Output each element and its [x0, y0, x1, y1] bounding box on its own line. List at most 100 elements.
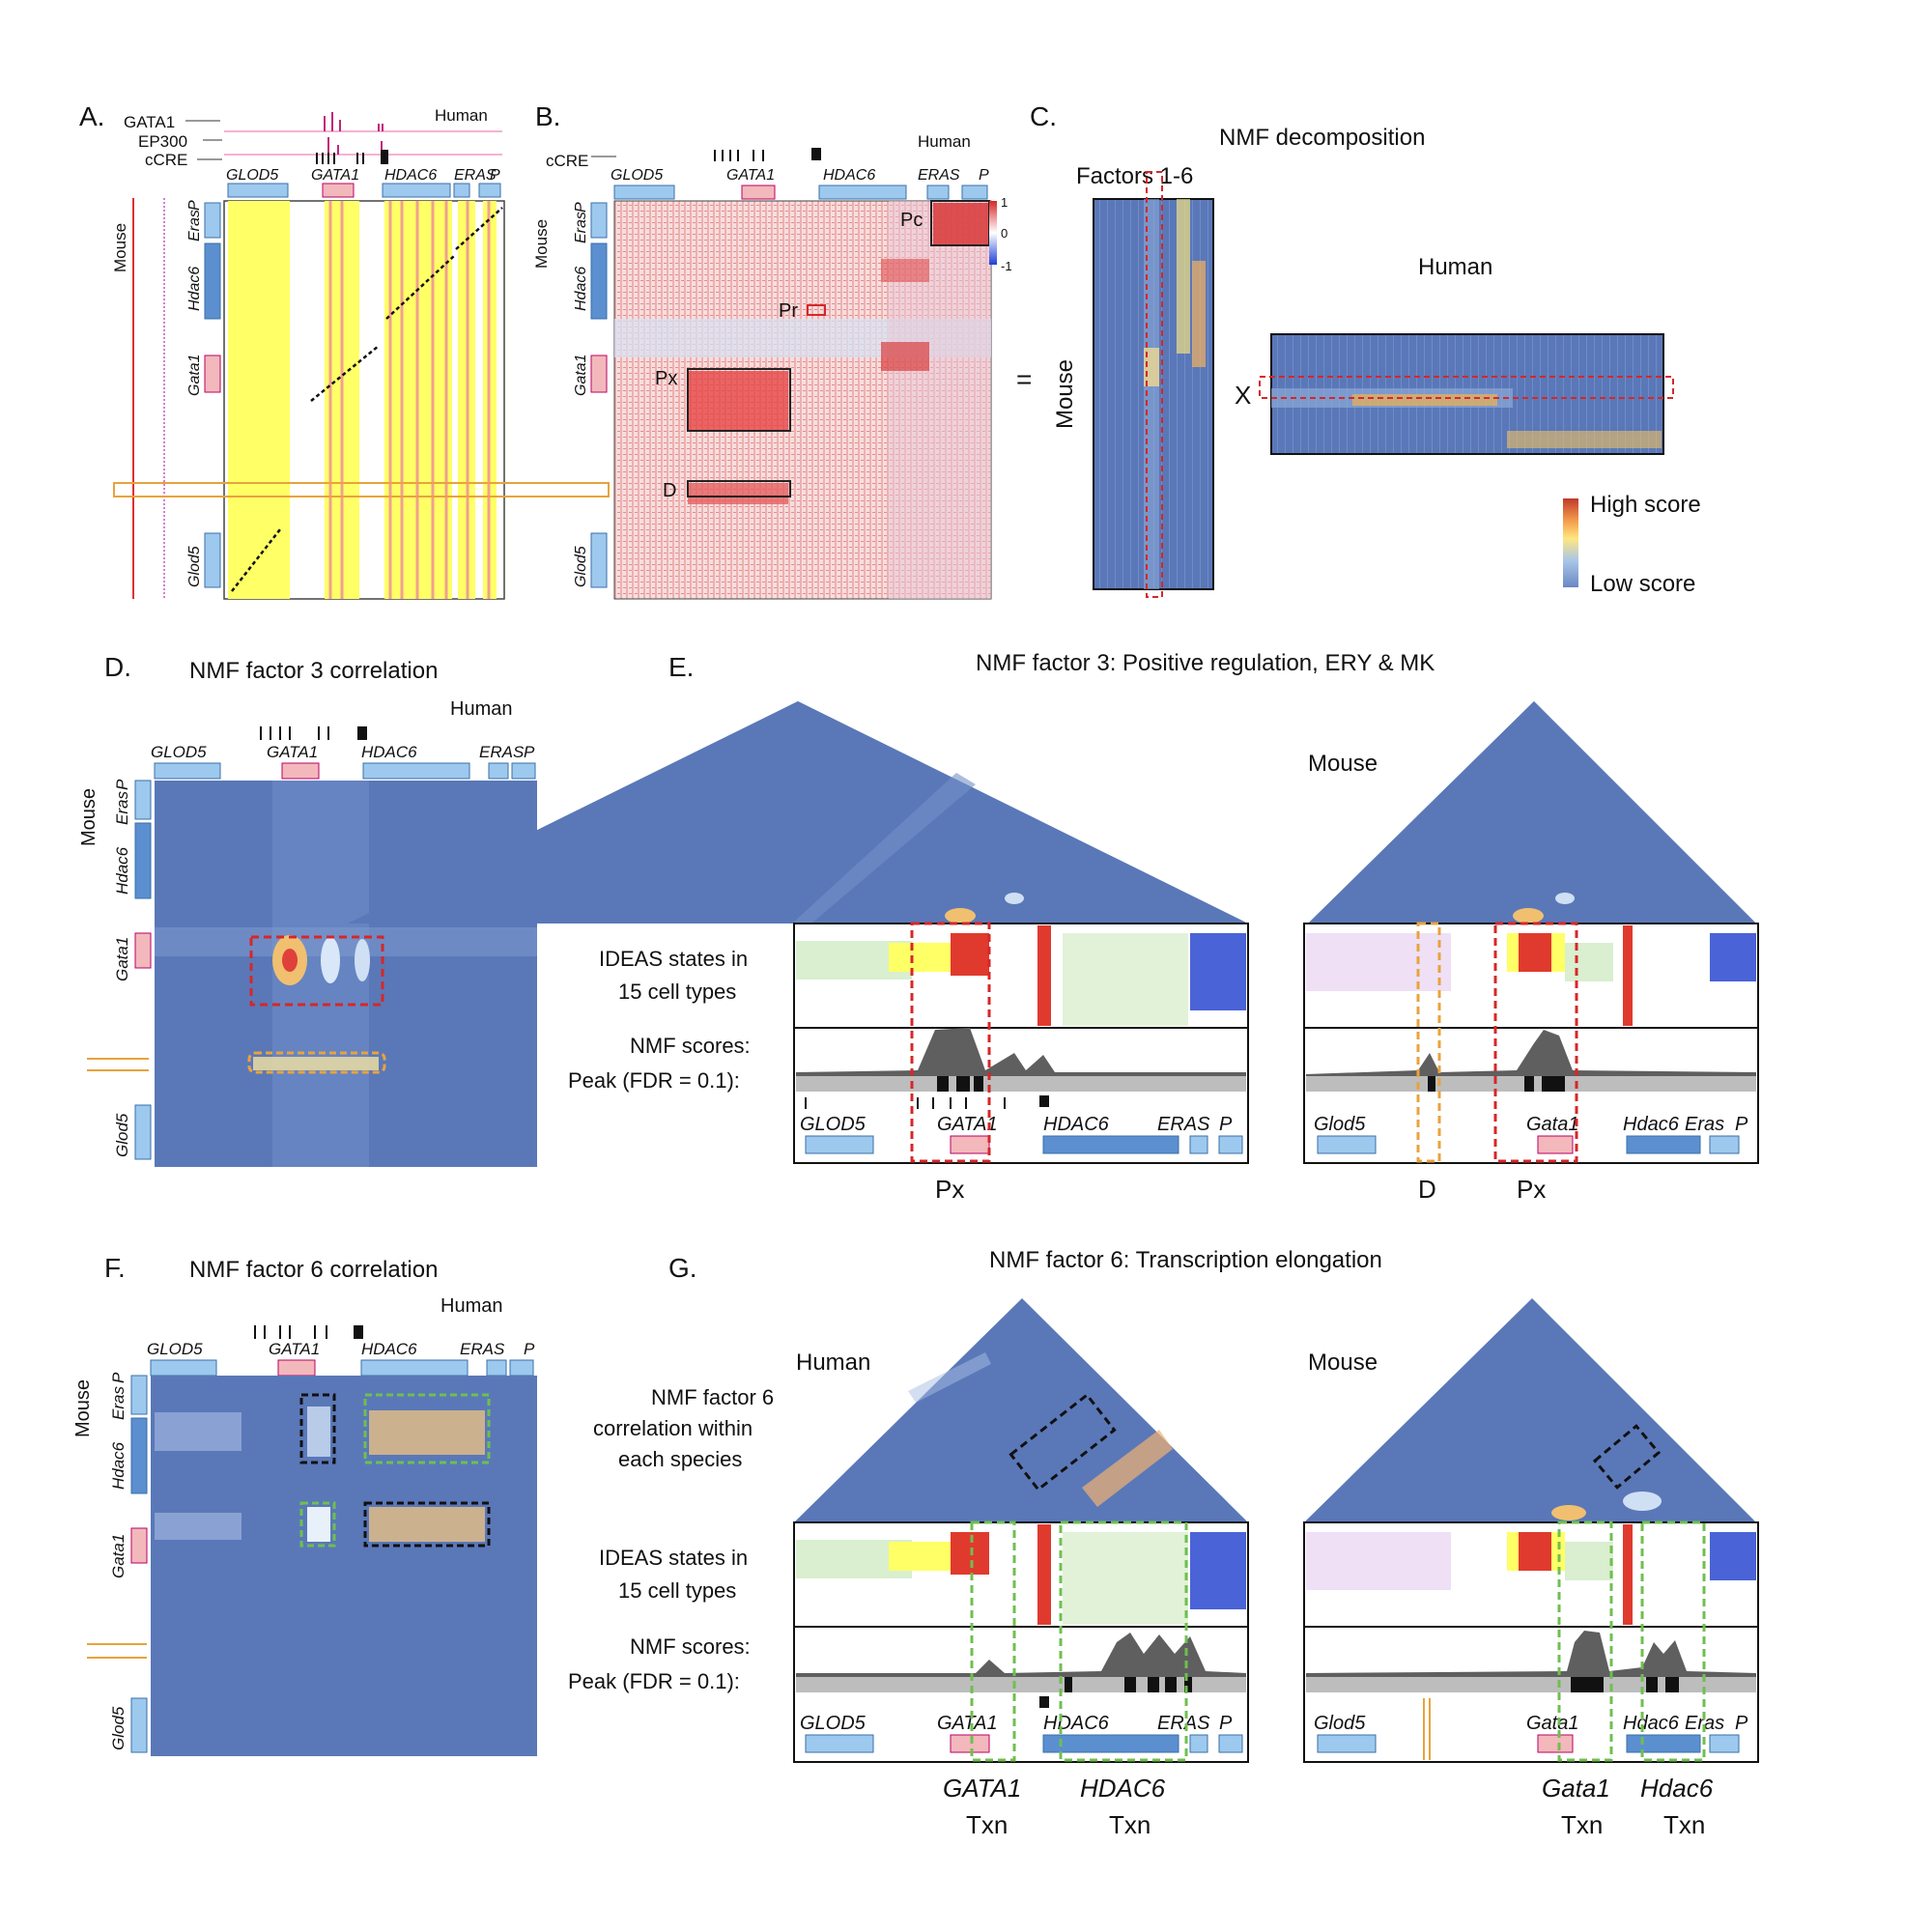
panel-a-mouse-label: Mouse: [111, 223, 129, 272]
g-mouse-hdac6-box: [1640, 1520, 1706, 1762]
d-red-box: [249, 935, 384, 1007]
b-gene-hdac6: HDAC6: [823, 167, 875, 184]
e-mouse-d-box: [1416, 922, 1441, 1163]
panel-d-human: Human: [450, 698, 512, 720]
f-gene-p: P: [524, 1340, 535, 1358]
e-human-ideas-states: [796, 925, 1246, 1026]
g-txn-3: Txn: [1561, 1810, 1603, 1839]
region-px: Px: [655, 368, 677, 389]
times-sign: X: [1235, 381, 1251, 410]
g-human-ideas-states: [796, 1524, 1246, 1625]
f-gene-glod5: GLOD5: [147, 1340, 203, 1358]
d-mouse-eras: Eras: [113, 791, 131, 825]
b-gene-eras: ERAS: [918, 167, 960, 184]
e-gene-eras: ERAS: [1157, 1114, 1210, 1135]
e-scores-label-2: Peak (FDR = 0.1):: [568, 1068, 740, 1093]
panel-b-human-label: Human: [918, 132, 971, 151]
factor3-hotspots: [155, 781, 537, 1167]
e-mouse-gene-gata1: Gata1: [1526, 1114, 1578, 1135]
panel-e: E. NMF factor 3: Positive regulation, ER…: [348, 650, 1759, 1204]
d-gene-gata1: GATA1: [267, 743, 318, 761]
g-corr-label-3: each species: [618, 1447, 742, 1471]
region-pr: Pr: [779, 300, 798, 322]
g-human-triangle: [794, 1298, 1248, 1522]
b-gene-glod5: GLOD5: [611, 167, 663, 184]
panel-c-mouse-label: Mouse: [1052, 359, 1078, 429]
panel-d-letter: D.: [104, 652, 131, 682]
e-mouse-gene-hdac6: Hdac6: [1623, 1114, 1680, 1135]
e-mouse-score-curve: [1306, 1030, 1756, 1076]
b-mouse-p: P: [573, 202, 589, 213]
g-human-tri-hotspots: [908, 1352, 1173, 1507]
g-mouse-triangle: [1304, 1298, 1756, 1522]
e-human-peaks: [937, 1076, 1049, 1107]
factor3-heatmap: [155, 781, 537, 1167]
track-label-gata1: GATA1: [124, 113, 175, 131]
g-mouse-peaks: [1571, 1677, 1679, 1692]
g-gene-eras: ERAS: [1157, 1713, 1210, 1734]
g-mouse-ideas-states: [1306, 1524, 1756, 1625]
e-mouse-label: Mouse: [1308, 751, 1378, 777]
factors-label: Factors 1-6: [1076, 163, 1193, 189]
g-mouse-tri-hotspots: [1551, 1492, 1662, 1520]
human-ccre-ticks: [316, 150, 388, 164]
g-bottom-hdac6-mouse: Hdac6: [1640, 1774, 1714, 1803]
panel-c-human-label: Human: [1418, 254, 1492, 280]
gene-label-glod5: GLOD5: [226, 167, 278, 184]
g-gene-hdac6: HDAC6: [1043, 1713, 1110, 1734]
panel-b-mouse-genes: Eras P Hdac6 Gata1 Glod5: [573, 202, 608, 588]
e-mouse-tri-hotspots: [1513, 893, 1575, 923]
panel-g-title: NMF factor 6: Transcription elongation: [989, 1247, 1382, 1273]
e-bottom-d-mouse: D: [1418, 1175, 1436, 1204]
colorbar-tick-neg1: -1: [1001, 259, 1012, 273]
d-mouse-hdac6: Hdac6: [113, 846, 131, 895]
e-scores-label-1: NMF scores:: [630, 1034, 751, 1058]
g-mouse-black-box: [1592, 1424, 1662, 1490]
e-bottom-px-mouse: Px: [1517, 1175, 1546, 1204]
f-black-box-2: [363, 1501, 491, 1548]
f-gene-eras: ERAS: [460, 1340, 505, 1358]
e-ideas-label-1: IDEAS states in: [599, 947, 748, 971]
gene-label-hdac6: HDAC6: [384, 167, 437, 184]
g-mouse-label: Mouse: [1308, 1350, 1378, 1376]
e-mouse-px-box: [1493, 922, 1578, 1163]
panel-b-mouse-label: Mouse: [532, 219, 551, 269]
legend-high: High score: [1590, 492, 1701, 518]
correlation-heatmap: [613, 200, 992, 600]
f-mouse-p: P: [109, 1372, 128, 1383]
b-gene-p: P: [979, 167, 989, 184]
panel-a-human-label: Human: [435, 106, 488, 125]
g-mouse-gene-p: P: [1735, 1713, 1748, 1734]
e-bottom-px-human: Px: [935, 1175, 964, 1204]
panel-d: D. NMF factor 3 correlation Human GLOD5 …: [78, 652, 537, 1167]
e-gene-p: P: [1219, 1114, 1233, 1135]
d-mouse-glod5: Glod5: [113, 1113, 131, 1157]
colorbar-tick-1: 1: [1001, 195, 1008, 210]
red-band-lines: [328, 201, 491, 599]
g-mouse-gene-eras: Eras: [1685, 1713, 1724, 1734]
factor6-hotspots: [155, 1406, 485, 1542]
panel-e-title: NMF factor 3: Positive regulation, ERY &…: [976, 650, 1435, 676]
e-gene-gata1: GATA1: [937, 1114, 998, 1135]
region-d: D: [663, 480, 676, 501]
e-mouse-gene-eras: Eras: [1685, 1114, 1724, 1135]
f-mouse-glod5: Glod5: [109, 1706, 128, 1750]
f-gene-hdac6: HDAC6: [361, 1340, 417, 1358]
g-mouse-gata1-box: [1557, 1520, 1613, 1762]
g-human-hdac6-box: [1059, 1520, 1188, 1762]
mouse-gene-glod5: Glod5: [186, 546, 203, 587]
e-mouse-gene-track: Glod5 Gata1 Hdac6 Eras P: [1314, 1114, 1748, 1154]
e-human-ccre: [805, 1097, 1006, 1109]
panel-a: A. GATA1 EP300 cCRE Human GLOD5: [79, 101, 610, 600]
e-human-score-curve: [796, 1028, 1246, 1076]
synteny-dots: [231, 207, 503, 592]
gene-label-eras: ERAS: [454, 167, 497, 184]
f-mouse-eras: Eras: [109, 1386, 128, 1420]
f-mouse-hdac6: Hdac6: [109, 1441, 128, 1490]
panel-f-title: NMF factor 6 correlation: [189, 1257, 438, 1283]
g-mouse-gene-glod5: Glod5: [1314, 1713, 1366, 1734]
colorbar-tick-0: 0: [1001, 226, 1008, 241]
e-gene-glod5: GLOD5: [800, 1114, 867, 1135]
d-mouse-gata1: Gata1: [113, 937, 131, 981]
